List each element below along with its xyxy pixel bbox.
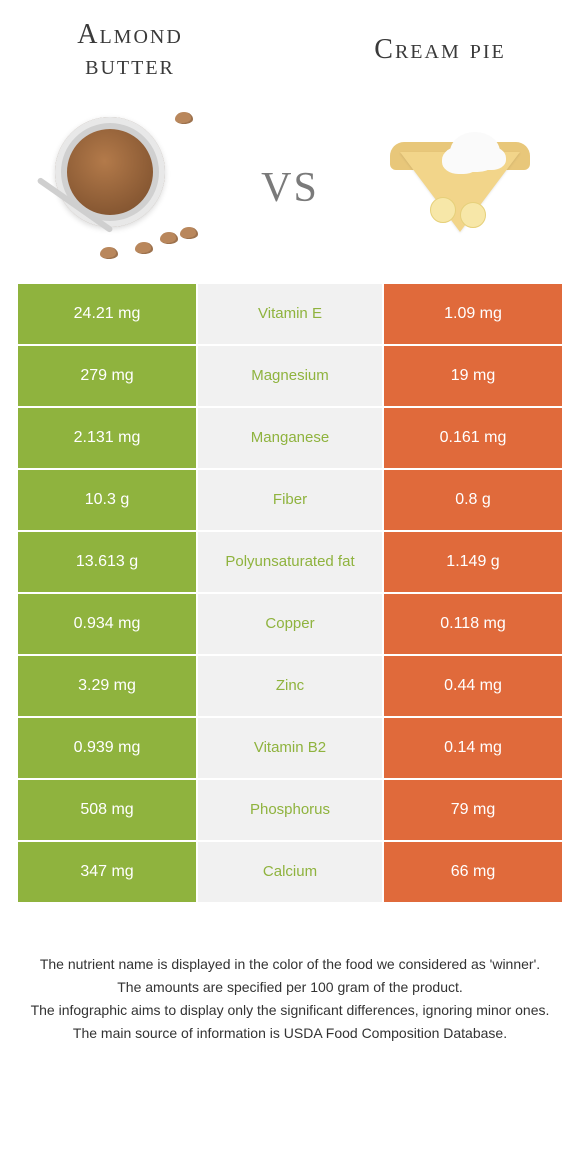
right-value-cell: 1.09 mg bbox=[382, 284, 562, 344]
table-row: 24.21 mgVitamin E1.09 mg bbox=[18, 284, 562, 346]
right-food-image bbox=[380, 102, 540, 262]
banana-slice-icon bbox=[430, 197, 456, 223]
right-value-cell: 0.14 mg bbox=[382, 718, 562, 778]
nutrient-name-cell: Fiber bbox=[198, 470, 382, 530]
table-row: 13.613 gPolyunsaturated fat1.149 g bbox=[18, 532, 562, 594]
right-value-cell: 0.161 mg bbox=[382, 408, 562, 468]
vs-label: vs bbox=[261, 147, 319, 216]
left-value-cell: 508 mg bbox=[18, 780, 198, 840]
images-row: vs bbox=[0, 92, 580, 282]
left-value-cell: 3.29 mg bbox=[18, 656, 198, 716]
footer-line: The main source of information is USDA F… bbox=[30, 1023, 550, 1044]
nutrient-name-cell: Polyunsaturated fat bbox=[198, 532, 382, 592]
left-food-title: Almond butter bbox=[40, 20, 220, 82]
footer-line: The infographic aims to display only the… bbox=[30, 1000, 550, 1021]
almond-icon bbox=[160, 232, 178, 244]
almond-icon bbox=[175, 112, 193, 124]
right-food-title: Cream pie bbox=[340, 35, 540, 66]
left-value-cell: 24.21 mg bbox=[18, 284, 198, 344]
table-row: 10.3 gFiber0.8 g bbox=[18, 470, 562, 532]
footer-line: The amounts are specified per 100 gram o… bbox=[30, 977, 550, 998]
left-value-cell: 279 mg bbox=[18, 346, 198, 406]
table-row: 2.131 mgManganese0.161 mg bbox=[18, 408, 562, 470]
left-value-cell: 0.939 mg bbox=[18, 718, 198, 778]
table-row: 508 mgPhosphorus79 mg bbox=[18, 780, 562, 842]
left-value-cell: 13.613 g bbox=[18, 532, 198, 592]
right-value-cell: 1.149 g bbox=[382, 532, 562, 592]
nutrient-name-cell: Manganese bbox=[198, 408, 382, 468]
table-row: 347 mgCalcium66 mg bbox=[18, 842, 562, 904]
almond-icon bbox=[135, 242, 153, 254]
right-value-cell: 66 mg bbox=[382, 842, 562, 902]
nutrient-name-cell: Copper bbox=[198, 594, 382, 654]
left-value-cell: 2.131 mg bbox=[18, 408, 198, 468]
almond-icon bbox=[180, 227, 198, 239]
nutrient-name-cell: Vitamin B2 bbox=[198, 718, 382, 778]
footer-line: The nutrient name is displayed in the co… bbox=[30, 954, 550, 975]
cream-icon bbox=[450, 132, 500, 172]
nutrient-name-cell: Magnesium bbox=[198, 346, 382, 406]
right-value-cell: 79 mg bbox=[382, 780, 562, 840]
header: Almond butter Cream pie bbox=[0, 0, 580, 92]
table-row: 279 mgMagnesium19 mg bbox=[18, 346, 562, 408]
left-value-cell: 10.3 g bbox=[18, 470, 198, 530]
left-value-cell: 0.934 mg bbox=[18, 594, 198, 654]
left-food-image bbox=[40, 102, 200, 262]
table-row: 3.29 mgZinc0.44 mg bbox=[18, 656, 562, 718]
nutrient-name-cell: Calcium bbox=[198, 842, 382, 902]
nutrient-name-cell: Vitamin E bbox=[198, 284, 382, 344]
right-value-cell: 0.118 mg bbox=[382, 594, 562, 654]
left-value-cell: 347 mg bbox=[18, 842, 198, 902]
table-row: 0.939 mgVitamin B20.14 mg bbox=[18, 718, 562, 780]
nutrient-name-cell: Phosphorus bbox=[198, 780, 382, 840]
nutrient-name-cell: Zinc bbox=[198, 656, 382, 716]
right-value-cell: 0.44 mg bbox=[382, 656, 562, 716]
almond-icon bbox=[100, 247, 118, 259]
table-row: 0.934 mgCopper0.118 mg bbox=[18, 594, 562, 656]
nutrient-comparison-table: 24.21 mgVitamin E1.09 mg279 mgMagnesium1… bbox=[18, 282, 562, 904]
right-value-cell: 0.8 g bbox=[382, 470, 562, 530]
right-value-cell: 19 mg bbox=[382, 346, 562, 406]
footer-notes: The nutrient name is displayed in the co… bbox=[0, 904, 580, 1044]
almond-butter-jar-icon bbox=[55, 117, 165, 227]
banana-slice-icon bbox=[460, 202, 486, 228]
